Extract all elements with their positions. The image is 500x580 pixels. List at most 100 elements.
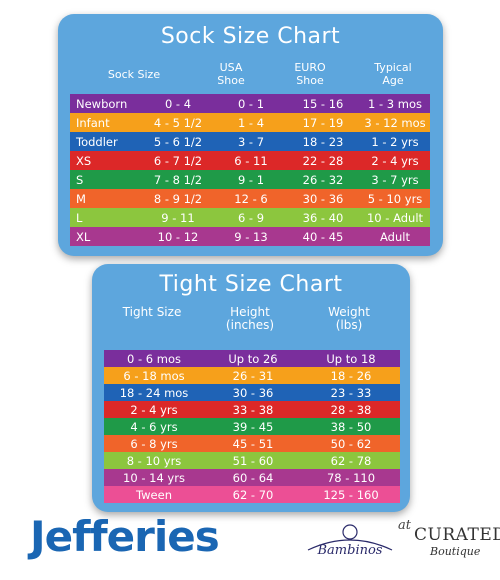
sock-table-row: XL 10 - 12 9 - 13 40 - 45 Adult — [70, 227, 430, 246]
sock-row-age: 5 - 10 yrs — [367, 191, 423, 206]
sock-row-size: 8 - 9 1/2 — [153, 191, 203, 206]
sock-row-label: M — [76, 191, 86, 206]
tight-table-row: 4 - 6 yrs 39 - 45 38 - 50 — [104, 418, 400, 435]
tight-row-height: 30 - 36 — [232, 385, 274, 400]
sock-table-row: S 7 - 8 1/2 9 - 1 26 - 32 3 - 7 yrs — [70, 170, 430, 189]
sock-header-size: Sock Size — [107, 68, 161, 81]
svg-text:Bambinos: Bambinos — [317, 543, 383, 558]
sock-header-euro: EURO Shoe — [294, 61, 326, 87]
tight-row-size: 0 - 6 mos — [127, 351, 181, 366]
tight-size-chart-card: Tight Size Chart Tight Size Height (inch… — [92, 264, 410, 512]
sock-row-label: L — [76, 210, 83, 225]
sock-row-euro: 17 - 19 — [302, 115, 344, 130]
sock-row-age: 10 - Adult — [366, 210, 424, 225]
tight-row-size: 2 - 4 yrs — [130, 402, 178, 417]
tight-row-height: Up to 26 — [228, 351, 278, 366]
sock-row-size: 6 - 7 1/2 — [153, 153, 203, 168]
sock-row-age: Adult — [380, 229, 410, 244]
tight-row-weight: 28 - 38 — [330, 402, 372, 417]
sock-table-row: Newborn 0 - 4 0 - 1 15 - 16 1 - 3 mos — [70, 94, 430, 113]
sock-row-age: 2 - 4 yrs — [371, 153, 419, 168]
tight-table-row: Tween 62 - 70 125 - 160 — [104, 486, 400, 503]
sock-row-size: 10 - 12 — [157, 229, 199, 244]
sock-row-usa: 12 - 6 — [234, 191, 268, 206]
sock-row-usa: 0 - 1 — [237, 96, 265, 111]
sock-row-usa: 1 - 4 — [237, 115, 265, 130]
sock-header-age: Typical Age — [374, 61, 412, 87]
tight-row-height: 39 - 45 — [232, 419, 274, 434]
tight-row-weight: 23 - 33 — [330, 385, 372, 400]
sock-row-label: XL — [76, 229, 91, 244]
tight-row-weight: 50 - 62 — [330, 436, 372, 451]
sock-table-row: XS 6 - 7 1/2 6 - 11 22 - 28 2 - 4 yrs — [70, 151, 430, 170]
jefferies-logo: Jefferies — [30, 512, 220, 561]
tight-row-size: 6 - 18 mos — [123, 368, 185, 383]
tight-row-height: 51 - 60 — [232, 453, 274, 468]
sock-row-euro: 36 - 40 — [302, 210, 344, 225]
bambinos-logo: Bambinos — [307, 524, 393, 558]
sock-row-size: 5 - 6 1/2 — [153, 134, 203, 149]
sock-row-usa: 6 - 9 — [237, 210, 265, 225]
tight-row-height: 45 - 51 — [232, 436, 274, 451]
boutique-logo-text: Boutique — [430, 545, 481, 558]
tight-row-size: 6 - 8 yrs — [130, 436, 178, 451]
tight-row-size: 18 - 24 mos — [119, 385, 189, 400]
tight-row-size: 8 - 10 yrs — [126, 453, 182, 468]
tight-row-size: Tween — [136, 487, 172, 502]
sock-row-size: 4 - 5 1/2 — [153, 115, 203, 130]
sock-table: Newborn 0 - 4 0 - 1 15 - 16 1 - 3 mos Infant 4… — [70, 94, 430, 246]
sock-row-euro: 18 - 23 — [302, 134, 344, 149]
tight-table-row: 18 - 24 mos 30 - 36 23 - 33 — [104, 384, 400, 401]
sock-row-age: 1 - 3 mos — [368, 96, 422, 111]
tight-table-row: 2 - 4 yrs 33 - 38 28 - 38 — [104, 401, 400, 418]
sock-chart-title: Sock Size Chart — [160, 24, 341, 49]
sock-row-euro: 26 - 32 — [302, 172, 344, 187]
sock-row-label: S — [76, 172, 84, 187]
sock-row-usa: 9 - 1 — [237, 172, 265, 187]
tight-row-height: 26 - 31 — [232, 368, 274, 383]
tight-chart-title: Tight Size Chart — [159, 272, 343, 297]
tight-header-size: Tight Size — [122, 305, 182, 319]
tight-row-weight: 78 - 110 — [326, 470, 376, 485]
tight-row-height: 62 - 70 — [232, 487, 274, 502]
sock-table-row: L 9 - 11 6 - 9 36 - 40 10 - Adult — [70, 208, 430, 227]
sock-row-usa: 9 - 13 — [234, 229, 268, 244]
sock-row-size: 0 - 4 — [164, 96, 192, 111]
sock-row-euro: 40 - 45 — [302, 229, 344, 244]
sock-header-usa: USA Shoe — [217, 61, 245, 87]
curated-logo-text: CURATED — [414, 525, 500, 545]
tight-table-row: 6 - 8 yrs 45 - 51 50 - 62 — [104, 435, 400, 452]
tight-table-row: 10 - 14 yrs 60 - 64 78 - 110 — [104, 469, 400, 486]
tight-row-size: 10 - 14 yrs — [123, 470, 185, 485]
sock-table-row: Infant 4 - 5 1/2 1 - 4 17 - 19 3 - 12 mos — [70, 113, 430, 132]
tight-header-height: Height (inches) — [225, 305, 275, 332]
tight-header-weight: Weight (lbs) — [328, 305, 370, 332]
sock-row-euro: 22 - 28 — [302, 153, 344, 168]
sock-row-usa: 6 - 11 — [234, 153, 268, 168]
tight-table-row: 6 - 18 mos 26 - 31 18 - 26 — [104, 367, 400, 384]
tight-row-weight: 38 - 50 — [330, 419, 372, 434]
sock-row-usa: 3 - 7 — [237, 134, 265, 149]
tight-row-height: 33 - 38 — [232, 402, 274, 417]
tight-table-row: 8 - 10 yrs 51 - 60 62 - 78 — [104, 452, 400, 469]
at-text: at — [398, 518, 411, 533]
sock-row-size: 9 - 11 — [161, 210, 195, 225]
tight-row-size: 4 - 6 yrs — [130, 419, 178, 434]
sock-row-age: 3 - 12 mos — [364, 115, 426, 130]
sock-table-row: M 8 - 9 1/2 12 - 6 30 - 36 5 - 10 yrs — [70, 189, 430, 208]
sock-row-label: Infant — [76, 115, 110, 130]
sock-row-label: Toddler — [76, 134, 118, 149]
sock-row-size: 7 - 8 1/2 — [153, 172, 203, 187]
tight-row-weight: Up to 18 — [326, 351, 376, 366]
sock-size-chart-card: Sock Size Chart Sock Size USA Shoe EURO … — [58, 14, 443, 256]
tight-row-height: 60 - 64 — [232, 470, 274, 485]
sock-row-label: Newborn — [76, 96, 128, 111]
sock-row-label: XS — [76, 153, 92, 168]
sock-row-euro: 30 - 36 — [302, 191, 344, 206]
tight-table: 0 - 6 mos Up to 26 Up to 18 6 - 18 mos 26 - … — [104, 350, 400, 503]
sock-row-age: 1 - 2 yrs — [371, 134, 419, 149]
sock-table-row: Toddler 5 - 6 1/2 3 - 7 18 - 23 1 - 2 yrs — [70, 132, 430, 151]
tight-row-weight: 62 - 78 — [330, 453, 372, 468]
tight-row-weight: 18 - 26 — [330, 368, 372, 383]
sock-row-age: 3 - 7 yrs — [371, 172, 419, 187]
